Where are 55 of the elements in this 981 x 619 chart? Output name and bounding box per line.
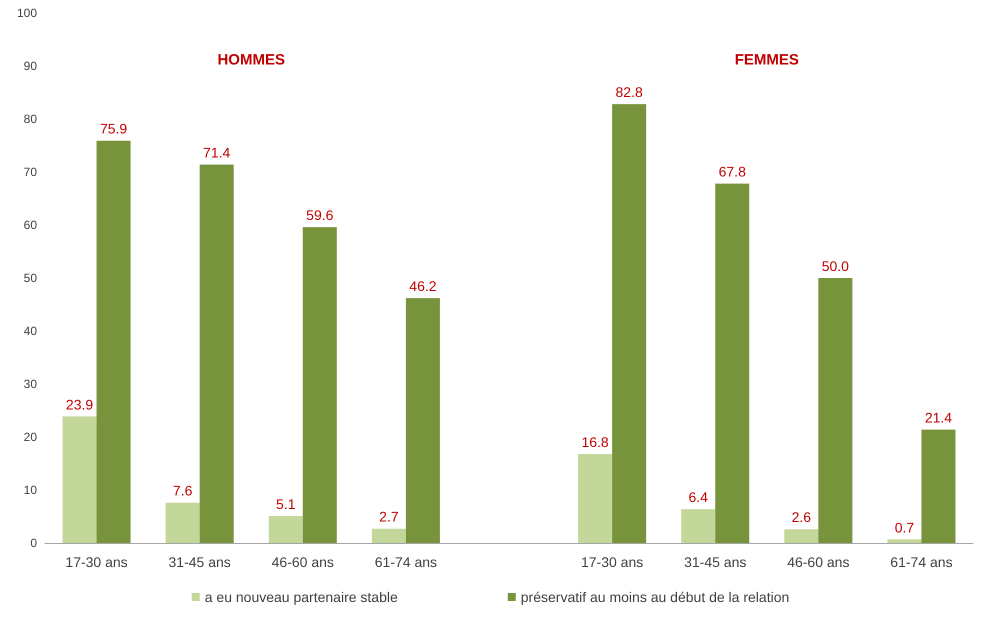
x-tick-label: 17-30 ans	[580, 554, 644, 570]
bar	[784, 529, 818, 543]
data-label: 23.9	[66, 396, 94, 412]
y-tick-label: 80	[24, 112, 38, 126]
bar	[372, 528, 406, 543]
bar	[268, 516, 303, 543]
data-label: 82.8	[616, 84, 643, 100]
legend-label: a eu nouveau partenaire stable	[204, 589, 398, 605]
annotation: FEMMES	[734, 52, 799, 68]
data-label: 71.4	[203, 144, 231, 161]
y-tick-label: 0	[30, 536, 38, 550]
y-tick-label: 30	[24, 377, 38, 391]
data-label: 75.9	[100, 120, 128, 137]
y-tick-label: 10	[24, 483, 38, 497]
data-label: 7.6	[172, 482, 193, 499]
y-tick-label: 70	[24, 165, 38, 179]
bar	[302, 227, 337, 543]
legend-label: préservatif au moins au début de la relation	[520, 589, 790, 605]
bar	[406, 298, 440, 543]
data-label: 2.6	[792, 509, 812, 526]
data-label: 5.1	[276, 496, 296, 512]
y-tick-label: 50	[24, 271, 38, 285]
x-tick-label: 61-74 ans	[890, 554, 953, 570]
y-tick-label: 40	[24, 324, 38, 338]
bar	[681, 509, 716, 543]
bar	[166, 502, 200, 543]
data-label: 50.0	[822, 258, 850, 274]
x-tick-label: 46-60 ans	[787, 554, 850, 570]
bar	[887, 539, 922, 543]
x-tick-label: 46-60 ans	[272, 554, 334, 570]
y-tick-label: 20	[24, 430, 38, 444]
x-tick-label: 61-74 ans	[374, 554, 438, 570]
data-label: 2.7	[379, 508, 399, 525]
annotation: HOMMES	[217, 52, 285, 68]
data-label: 0.7	[894, 519, 914, 536]
bar	[818, 278, 852, 543]
bar	[62, 416, 97, 543]
data-label: 46.2	[409, 278, 437, 294]
data-label: 21.4	[924, 410, 952, 426]
bar	[578, 454, 612, 543]
bar	[921, 430, 956, 543]
y-tick-label: 90	[24, 59, 38, 73]
y-tick-label: 60	[24, 218, 38, 232]
data-label: 16.8	[581, 434, 609, 450]
bar	[200, 164, 234, 543]
data-label: 59.6	[306, 207, 334, 224]
y-tick-label: 100	[16, 6, 38, 20]
data-label: 67.8	[718, 164, 746, 180]
bar	[612, 104, 646, 543]
x-tick-label: 31-45 ans	[168, 554, 231, 570]
x-tick-label: 31-45 ans	[684, 554, 746, 570]
x-tick-label: 17-30 ans	[65, 554, 128, 570]
bar	[96, 140, 131, 543]
bar	[715, 184, 750, 543]
data-label: 6.4	[688, 489, 708, 506]
